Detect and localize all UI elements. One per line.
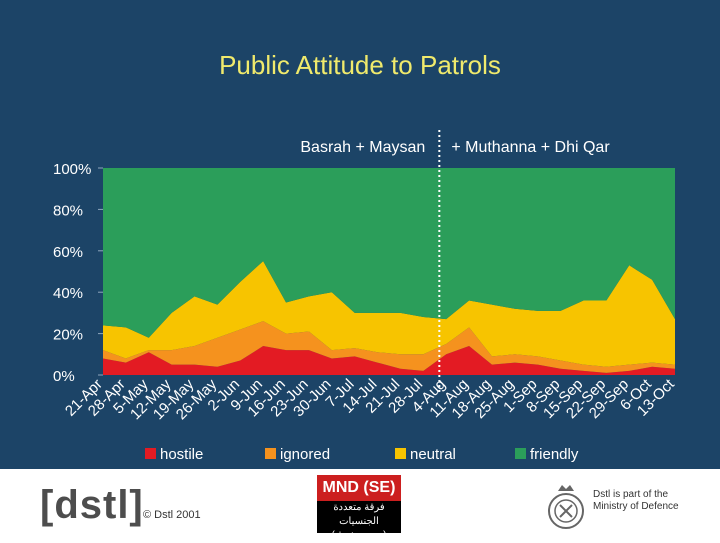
area-neutral (103, 261, 675, 367)
region-label-left: Basrah + Maysan (300, 139, 425, 156)
mnd-se-logo: MND (SE) فرقة متعددة الجنسيات (جنوب شرق) (317, 475, 401, 541)
chart-title: Public Attitude to Patrols (219, 50, 501, 80)
dstl-logo: [dstl] (40, 483, 144, 527)
mod-crest-icon (548, 485, 584, 529)
y-tick-label: 60% (53, 244, 83, 261)
y-tick-label: 20% (53, 327, 83, 344)
mod-line-1: Dstl is part of the (593, 489, 669, 500)
mnd-arabic-line-1: فرقة متعددة الجنسيات (333, 502, 385, 527)
y-tick-label: 0% (53, 368, 75, 385)
chart-area: 0%20%40%60%80%100% 21-Apr28-Apr5-May12-M… (53, 130, 678, 463)
legend-label-ignored: ignored (280, 446, 330, 463)
footer: [dstl] © Dstl 2001 MND (SE) فرقة متعددة … (0, 469, 720, 541)
area-friendly (103, 168, 675, 338)
mnd-arabic-line-2: (جنوب شرق) (331, 530, 387, 541)
copyright-text: © Dstl 2001 (143, 509, 201, 521)
legend-label-friendly: friendly (530, 446, 579, 463)
legend-label-neutral: neutral (410, 446, 456, 463)
area-ignored (103, 321, 675, 373)
area-hostile (103, 346, 675, 375)
mod-statement: Dstl is part of the Ministry of Defence (593, 489, 703, 513)
mod-line-2: Ministry of Defence (593, 501, 679, 512)
region-label-right: + Muthanna + Dhi Qar (451, 139, 610, 156)
y-tick-label: 100% (53, 161, 91, 178)
legend-swatch-hostile (145, 448, 156, 459)
legend-label-hostile: hostile (160, 446, 203, 463)
legend-swatch-friendly (515, 448, 526, 459)
y-tick-label: 40% (53, 285, 83, 302)
y-tick-label: 80% (53, 202, 83, 219)
legend-swatch-ignored (265, 448, 276, 459)
mnd-label: MND (SE) (317, 475, 401, 501)
legend-swatch-neutral (395, 448, 406, 459)
